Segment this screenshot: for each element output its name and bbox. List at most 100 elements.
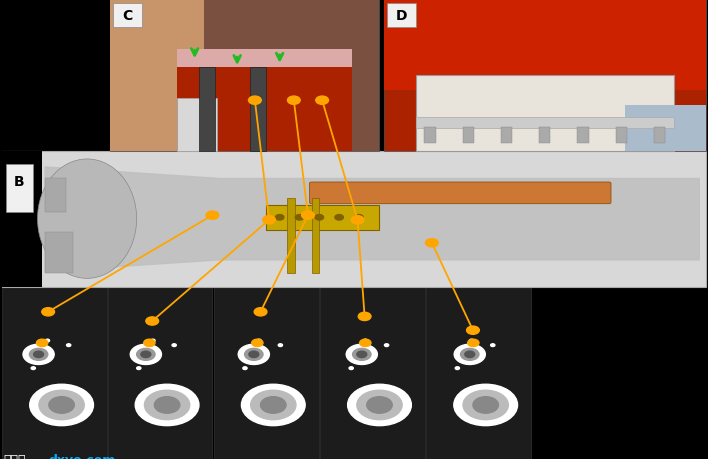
Circle shape <box>49 397 74 413</box>
Circle shape <box>315 215 324 221</box>
Circle shape <box>348 385 411 426</box>
Text: 丁香叶: 丁香叶 <box>4 453 26 459</box>
Circle shape <box>355 215 363 221</box>
Bar <box>425 127 436 144</box>
FancyBboxPatch shape <box>309 183 611 204</box>
Bar <box>384 0 706 151</box>
Circle shape <box>278 344 282 347</box>
Bar <box>108 287 212 459</box>
Bar <box>625 106 706 151</box>
Circle shape <box>353 349 371 361</box>
Bar <box>616 127 627 144</box>
Bar <box>45 233 73 273</box>
FancyBboxPatch shape <box>387 4 416 28</box>
Text: B: B <box>13 174 25 188</box>
Circle shape <box>357 390 402 420</box>
Circle shape <box>295 215 304 221</box>
FancyBboxPatch shape <box>6 165 33 213</box>
Circle shape <box>467 340 479 347</box>
Circle shape <box>67 344 71 347</box>
Bar <box>177 98 217 151</box>
Circle shape <box>30 349 48 361</box>
Circle shape <box>455 367 459 370</box>
Bar <box>426 287 531 459</box>
Circle shape <box>357 352 367 358</box>
Bar <box>416 76 674 151</box>
Bar <box>0 151 42 287</box>
Bar <box>177 53 352 151</box>
Circle shape <box>144 390 190 420</box>
Bar <box>416 118 674 129</box>
Bar <box>501 127 513 144</box>
Circle shape <box>467 326 479 335</box>
Bar <box>45 179 66 213</box>
Circle shape <box>135 385 199 426</box>
Circle shape <box>426 239 438 247</box>
Circle shape <box>454 385 518 426</box>
Bar <box>539 127 551 144</box>
Bar <box>2 287 107 459</box>
Circle shape <box>263 216 275 224</box>
Circle shape <box>358 313 371 321</box>
Text: dxye.com: dxye.com <box>48 453 115 459</box>
Bar <box>250 68 266 151</box>
Circle shape <box>464 352 474 358</box>
Circle shape <box>23 344 55 364</box>
Bar <box>2 151 706 287</box>
Circle shape <box>34 352 44 358</box>
Circle shape <box>151 340 155 342</box>
Text: C: C <box>122 9 132 22</box>
Circle shape <box>261 397 286 413</box>
Circle shape <box>30 385 93 426</box>
Circle shape <box>455 344 486 364</box>
Circle shape <box>463 390 508 420</box>
Circle shape <box>144 340 155 347</box>
Bar <box>312 199 319 273</box>
Circle shape <box>275 215 284 221</box>
Bar <box>110 0 204 151</box>
Circle shape <box>349 367 353 370</box>
Circle shape <box>249 352 259 358</box>
Circle shape <box>384 344 389 347</box>
Bar <box>177 50 352 68</box>
Circle shape <box>238 344 269 364</box>
Circle shape <box>137 367 141 370</box>
Circle shape <box>241 385 305 426</box>
Circle shape <box>137 349 155 361</box>
Circle shape <box>146 317 159 325</box>
Circle shape <box>172 344 176 347</box>
Circle shape <box>252 340 263 347</box>
Circle shape <box>245 349 263 361</box>
Circle shape <box>351 216 364 224</box>
Circle shape <box>360 340 371 347</box>
Circle shape <box>39 390 84 420</box>
Circle shape <box>473 397 498 413</box>
Bar <box>654 127 666 144</box>
Bar <box>287 199 295 273</box>
Ellipse shape <box>38 160 137 279</box>
Bar <box>320 287 425 459</box>
Circle shape <box>367 397 392 413</box>
Circle shape <box>154 397 180 413</box>
Circle shape <box>363 340 367 342</box>
Circle shape <box>460 349 479 361</box>
Circle shape <box>491 344 495 347</box>
Circle shape <box>31 367 35 370</box>
Bar <box>214 287 319 459</box>
Bar <box>384 0 706 91</box>
FancyBboxPatch shape <box>113 4 142 28</box>
Bar <box>266 206 379 230</box>
Circle shape <box>42 308 55 316</box>
Circle shape <box>243 367 247 370</box>
Circle shape <box>45 340 50 342</box>
Bar <box>578 127 589 144</box>
Circle shape <box>346 344 377 364</box>
Circle shape <box>469 340 474 342</box>
Circle shape <box>316 97 329 105</box>
Circle shape <box>335 215 343 221</box>
Circle shape <box>141 352 151 358</box>
Bar <box>198 68 215 151</box>
Circle shape <box>130 344 161 364</box>
Circle shape <box>249 97 261 105</box>
Text: D: D <box>396 9 407 22</box>
